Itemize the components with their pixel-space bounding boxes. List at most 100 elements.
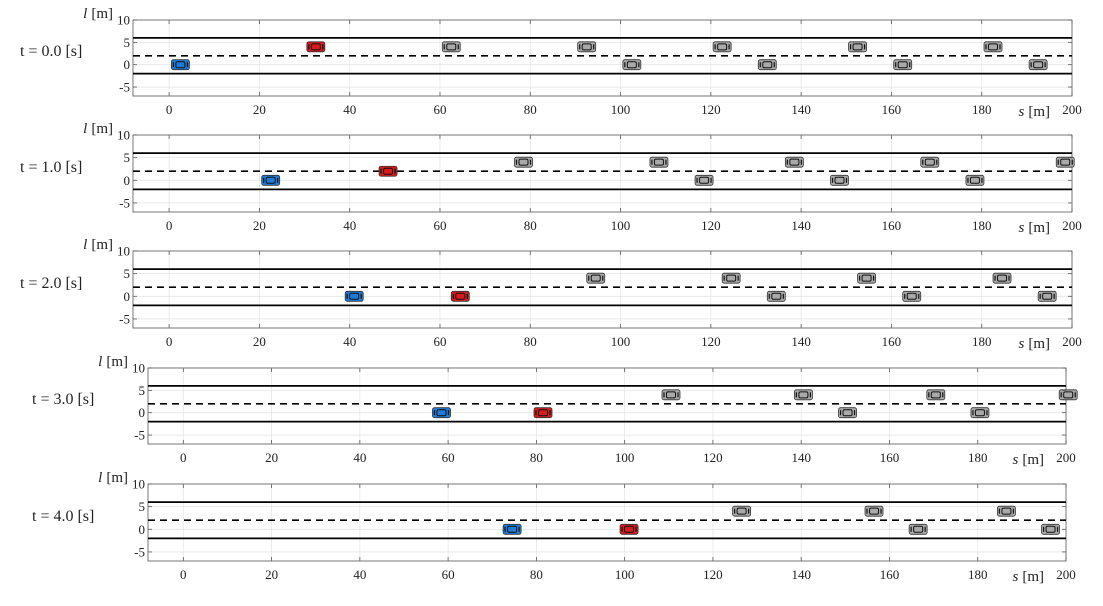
x-tick-label: 200 [1056,567,1076,582]
time-label: t = 2.0 [s] [20,275,82,292]
x-tick-label: 140 [791,567,811,582]
traffic-vehicle-marker [514,156,533,168]
y-tick-label: 5 [124,150,131,165]
x-tick-label: 200 [1056,450,1076,465]
traffic-vehicle-marker [586,272,606,284]
y-tick-label: -5 [119,311,130,326]
y-axis-symbol: l [83,237,87,253]
ego-vehicle-marker [171,59,190,71]
x-tick-label: 100 [615,450,635,465]
traffic-vehicle-marker [732,505,752,517]
y-axis-unit: [m] [106,470,128,486]
x-tick-label: 120 [701,218,721,233]
traffic-vehicle-marker [721,272,741,284]
x-tick-label: 20 [265,450,278,465]
leader-vehicle-marker [533,407,553,419]
x-tick-label: 160 [882,218,902,233]
traffic-vehicle-marker [902,290,922,302]
time-label: t = 4.0 [s] [32,508,94,525]
x-tick-label: 60 [433,102,446,117]
y-tick-label: 10 [117,244,130,259]
y-axis-label: l [m] [98,354,128,370]
x-tick-label: 60 [442,450,455,465]
x-tick-label: 20 [265,567,278,582]
y-axis-symbol: l [83,121,87,137]
x-axis-label: s [m] [1012,452,1044,468]
y-axis-symbol: l [98,470,102,486]
y-axis-symbol: l [83,6,87,22]
x-tick-label: 180 [968,567,988,582]
leader-vehicle-marker [306,41,326,53]
time-label: t = 3.0 [s] [32,391,94,408]
x-tick-label: 80 [524,334,537,349]
y-axis-label: l [m] [98,470,128,486]
y-tick-label: 10 [117,128,130,143]
traffic-vehicle-marker [908,523,928,535]
x-tick-label: 180 [972,334,992,349]
y-tick-label: 0 [124,289,131,304]
x-tick-label: 40 [343,334,356,349]
y-tick-label: 5 [124,266,131,281]
time-label: t = 0.0 [s] [20,43,82,60]
traffic-vehicle-marker [712,41,732,53]
traffic-vehicle-marker [926,389,946,401]
x-tick-label: 100 [611,218,631,233]
traffic-vehicle-marker [830,174,849,186]
y-tick-label: 10 [117,13,130,28]
x-tick-label: 120 [703,450,723,465]
traffic-vehicle-marker [1058,389,1078,401]
traffic-vehicle-marker [1055,156,1075,168]
traffic-vehicle-marker [441,41,461,53]
x-tick-label: 100 [615,567,635,582]
x-tick-label: 80 [524,102,537,117]
traffic-vehicle-marker [857,272,876,284]
x-tick-label: 200 [1062,334,1082,349]
traffic-vehicle-marker [1041,523,1060,535]
y-tick-label: -5 [119,195,130,210]
leader-vehicle-marker [450,290,470,302]
y-tick-label: 10 [132,361,145,376]
y-tick-label: 0 [124,173,131,188]
x-axis-symbol: s [1018,104,1024,120]
traffic-vehicle-marker [970,407,990,419]
x-tick-label: 40 [343,218,356,233]
y-tick-label: 0 [139,522,146,537]
x-tick-label: 160 [880,450,900,465]
x-tick-label: 40 [353,450,366,465]
traffic-vehicle-marker [649,156,669,168]
y-axis-label: l [m] [83,6,113,22]
x-tick-label: 140 [791,218,811,233]
x-axis-label: s [m] [1012,569,1044,585]
x-axis-unit: [m] [1022,452,1044,468]
y-axis-unit: [m] [106,354,128,370]
ego-vehicle-marker [432,407,451,419]
traffic-vehicle-marker [893,59,913,71]
x-tick-label: 60 [433,218,446,233]
x-tick-label: 180 [972,218,992,233]
y-tick-label: 5 [139,383,146,398]
x-tick-label: 120 [701,334,721,349]
axes-frame [132,19,1073,97]
traffic-vehicle-marker [965,174,985,186]
x-tick-label: 140 [791,334,811,349]
x-axis-unit: [m] [1028,336,1050,352]
y-tick-label: 0 [139,405,146,420]
axes-frame [147,367,1067,445]
x-tick-label: 160 [882,334,902,349]
traffic-vehicle-marker [920,156,940,168]
traffic-vehicle-marker [1028,59,1048,71]
x-axis-unit: [m] [1028,104,1050,120]
y-axis-unit: [m] [91,6,113,22]
traffic-vehicle-marker [864,505,884,517]
traffic-vehicle-marker [784,156,804,168]
x-axis-label: s [m] [1018,220,1050,236]
x-tick-label: 120 [703,567,723,582]
ego-vehicle-marker [502,523,522,535]
traffic-vehicle-marker [577,41,597,53]
y-axis-unit: [m] [91,121,113,137]
x-tick-label: 0 [166,102,173,117]
x-tick-label: 0 [180,450,187,465]
axes-frame [132,134,1073,213]
